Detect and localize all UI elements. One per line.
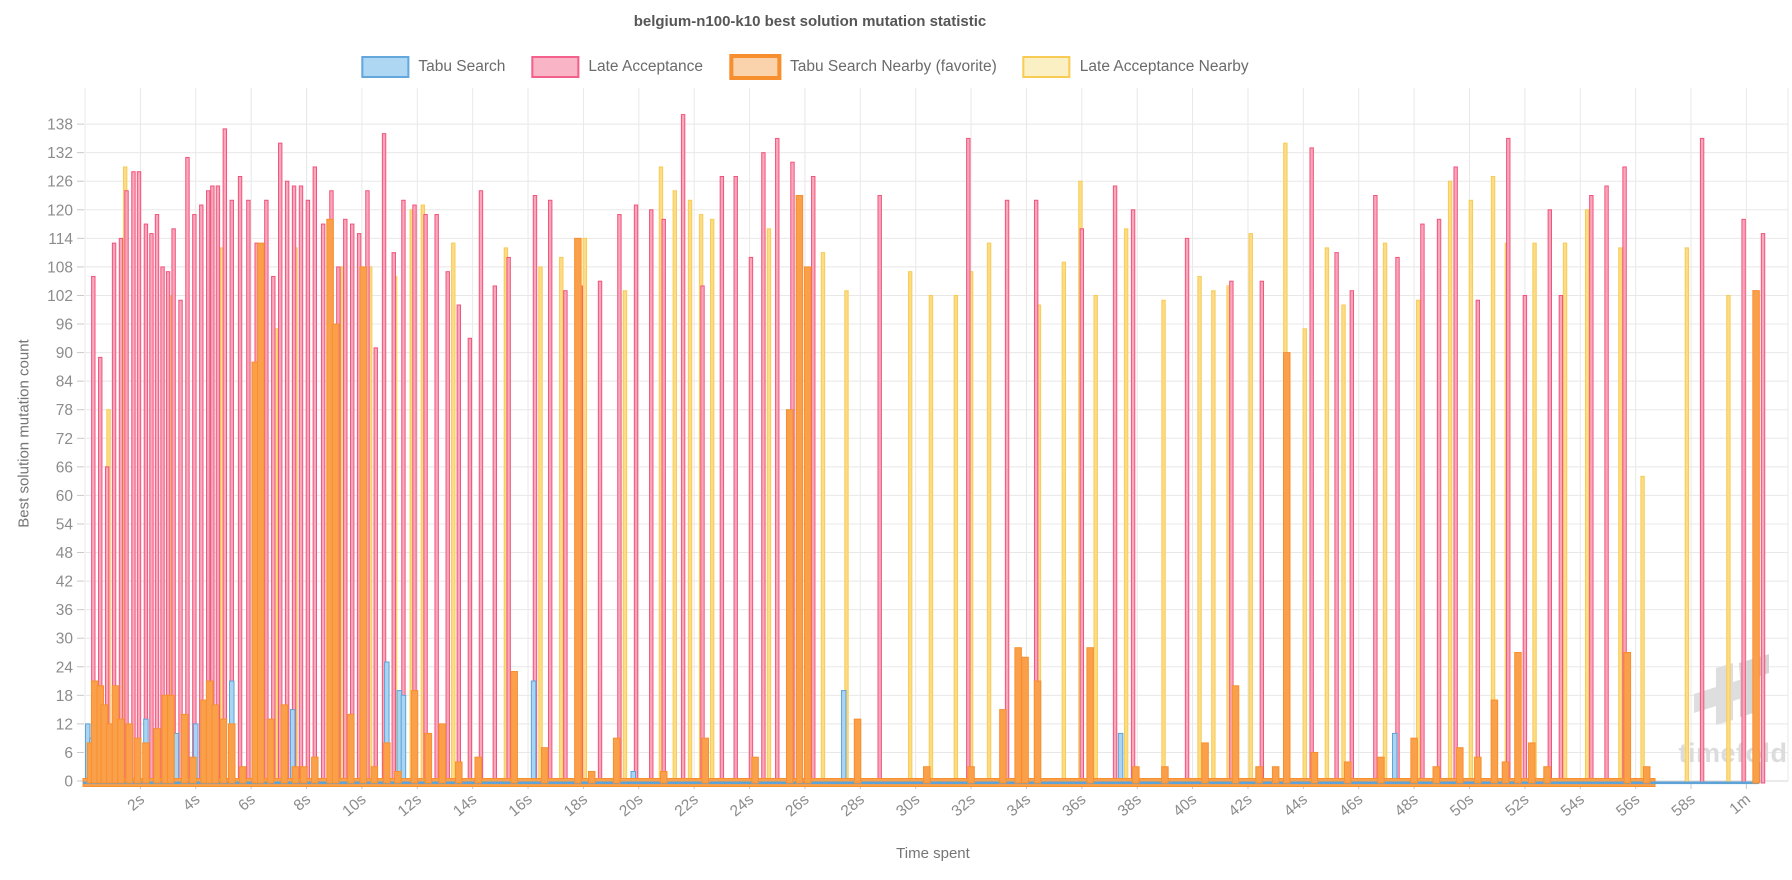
svg-text:96: 96 xyxy=(56,317,73,334)
svg-text:34s: 34s xyxy=(1004,791,1034,820)
svg-text:44s: 44s xyxy=(1281,791,1311,820)
svg-text:48s: 48s xyxy=(1392,791,1422,820)
svg-text:6: 6 xyxy=(64,745,73,762)
svg-text:30: 30 xyxy=(56,631,74,648)
legend-item-1: Late Acceptance xyxy=(531,56,703,78)
svg-text:12s: 12s xyxy=(395,791,425,820)
svg-text:78: 78 xyxy=(56,402,73,419)
svg-text:108: 108 xyxy=(47,259,73,276)
bars-late-acceptance-nearby xyxy=(95,142,1731,784)
svg-text:10s: 10s xyxy=(339,791,369,820)
zero-baselines xyxy=(82,778,1759,787)
svg-text:36s: 36s xyxy=(1059,791,1089,820)
svg-text:18s: 18s xyxy=(561,791,591,820)
svg-text:36: 36 xyxy=(56,602,73,619)
svg-text:22s: 22s xyxy=(672,791,702,820)
svg-text:32s: 32s xyxy=(949,791,979,820)
svg-text:42s: 42s xyxy=(1225,791,1255,820)
svg-text:8s: 8s xyxy=(291,791,315,815)
svg-text:132: 132 xyxy=(47,145,73,162)
svg-text:1m: 1m xyxy=(1727,791,1754,818)
svg-text:48: 48 xyxy=(56,545,73,562)
svg-text:20s: 20s xyxy=(616,791,646,820)
svg-text:52s: 52s xyxy=(1502,791,1532,820)
legend-item-3: Late Acceptance Nearby xyxy=(1022,56,1249,78)
legend-label: Tabu Search Nearby (favorite) xyxy=(790,58,997,75)
svg-text:4s: 4s xyxy=(180,791,204,815)
svg-text:54s: 54s xyxy=(1558,791,1588,820)
svg-text:60: 60 xyxy=(56,488,74,505)
svg-text:18: 18 xyxy=(56,688,73,705)
svg-text:30s: 30s xyxy=(893,791,923,820)
svg-text:28s: 28s xyxy=(838,791,868,820)
svg-text:126: 126 xyxy=(47,174,73,191)
legend-item-2: Tabu Search Nearby (favorite) xyxy=(729,54,997,80)
svg-text:0: 0 xyxy=(64,774,73,791)
x-axis: 2s 4s 6s 8s 10s 12s 14s 16s 18s 20s 22s 24s 26s 28s 30… xyxy=(124,782,1754,820)
svg-text:50s: 50s xyxy=(1447,791,1477,820)
bars-layer xyxy=(82,114,1766,787)
legend-swatch-icon xyxy=(1022,56,1071,78)
timefold-watermark: timefold xyxy=(1679,654,1788,768)
svg-text:2s: 2s xyxy=(124,791,148,815)
svg-text:42: 42 xyxy=(56,574,73,591)
svg-text:54: 54 xyxy=(56,516,74,533)
svg-text:12: 12 xyxy=(56,716,73,733)
legend-item-0: Tabu Search xyxy=(361,56,505,78)
svg-text:6s: 6s xyxy=(235,791,259,815)
svg-text:46s: 46s xyxy=(1336,791,1366,820)
legend-swatch-icon xyxy=(729,54,781,80)
svg-text:90: 90 xyxy=(56,345,74,362)
svg-text:120: 120 xyxy=(47,202,73,219)
watermark-text: timefold xyxy=(1679,738,1788,768)
svg-text:138: 138 xyxy=(47,117,73,134)
svg-text:84: 84 xyxy=(56,374,74,391)
bars-tabu-search-nearby-favorite- xyxy=(86,195,1760,784)
svg-text:26s: 26s xyxy=(782,791,812,820)
x-axis-title: Time spent xyxy=(896,845,970,862)
svg-text:58s: 58s xyxy=(1669,791,1699,820)
svg-text:38s: 38s xyxy=(1115,791,1145,820)
svg-text:114: 114 xyxy=(48,231,73,248)
svg-text:14s: 14s xyxy=(450,791,480,820)
legend-swatch-icon xyxy=(361,56,410,78)
svg-text:16s: 16s xyxy=(506,791,536,820)
legend-label: Late Acceptance Nearby xyxy=(1079,58,1249,75)
legend-label: Late Acceptance xyxy=(588,58,703,75)
svg-text:66: 66 xyxy=(56,459,73,476)
svg-text:56s: 56s xyxy=(1613,791,1643,820)
chart-title: belgium-n100-k10 best solution mutation … xyxy=(633,13,987,30)
chart-legend: Tabu Search Late Acceptance Tabu Search Ne… xyxy=(361,54,1249,80)
svg-text:24: 24 xyxy=(56,659,74,676)
legend-label: Tabu Search xyxy=(418,58,506,75)
svg-text:72: 72 xyxy=(56,431,73,448)
svg-text:40s: 40s xyxy=(1170,791,1200,820)
y-axis: 0 6 12 18 24 30 36 42 48 54 60 66 72 78 84 90 96 102 108 11… xyxy=(47,117,84,791)
y-axis-title: Best solution mutation count xyxy=(15,339,33,528)
svg-text:24s: 24s xyxy=(727,791,757,820)
svg-text:102: 102 xyxy=(47,288,73,305)
legend-swatch-icon xyxy=(531,56,580,78)
